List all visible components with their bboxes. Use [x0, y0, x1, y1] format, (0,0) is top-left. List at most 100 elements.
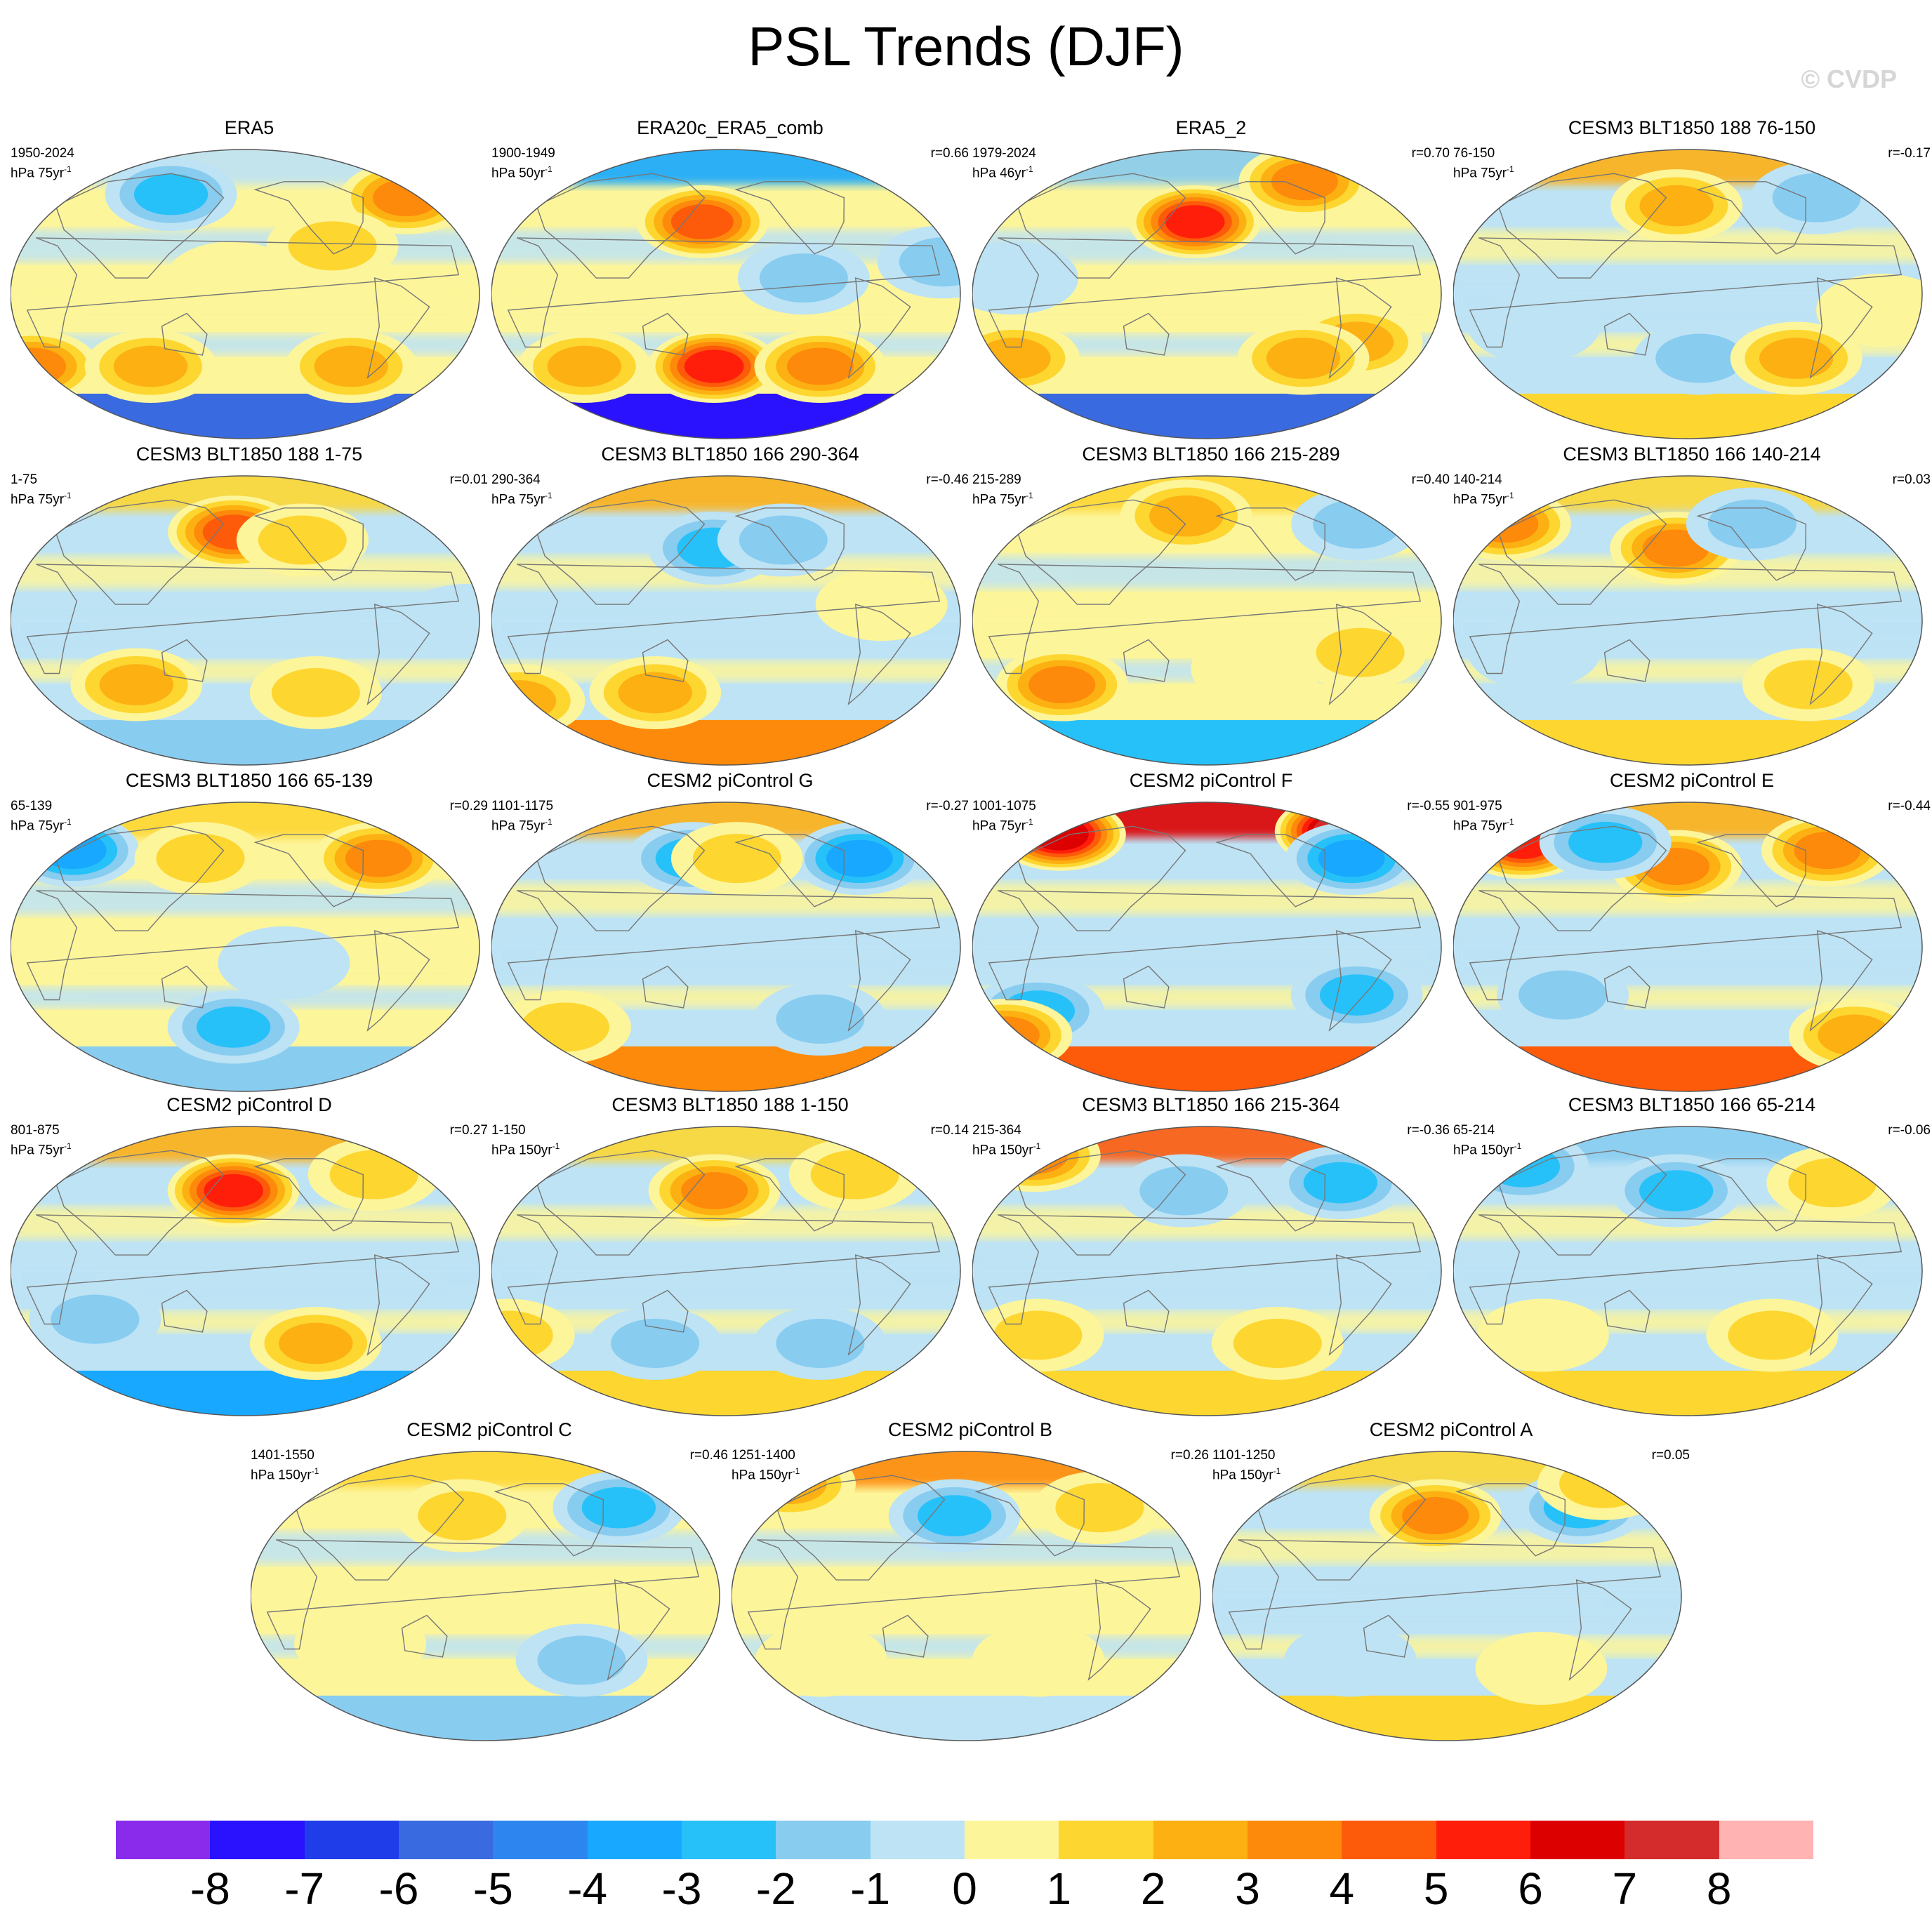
coastline: [55, 1150, 225, 1256]
panel-units: hPa 75yr-1: [11, 491, 72, 507]
colorbar-tick-label: 7: [1612, 1863, 1638, 1914]
panel-units: hPa 75yr-1: [491, 817, 553, 834]
anomaly-contour: [1316, 627, 1405, 677]
coastline: [1455, 1483, 1566, 1557]
panel-title: CESM3 BLT1850 188 1-75: [135, 444, 363, 465]
coastline: [988, 1214, 1422, 1325]
colorbar-swatch: [1247, 1821, 1342, 1859]
coastline: [253, 834, 364, 908]
map-outline: [972, 475, 1442, 766]
map-outline: [491, 149, 961, 439]
anomaly-contour: [1486, 1145, 1561, 1188]
panel-correlation: r=0.01: [449, 472, 488, 487]
coastline: [1123, 965, 1170, 1009]
colorbar-tick-label: -6: [378, 1863, 419, 1914]
north-polar-anomaly: [1453, 476, 1922, 512]
anomaly-contour: [329, 1150, 418, 1199]
south-polar-anomaly: [11, 393, 479, 439]
colorbar-tick-label: 1: [1046, 1863, 1072, 1914]
anomaly-contour: [1191, 632, 1323, 705]
map-svg: [491, 1126, 961, 1416]
map-panel: CESM3 BLT1850 166 140-214 140-214 hPa 75yr…: [1453, 444, 1931, 776]
colorbar-swatch: [1153, 1821, 1248, 1859]
anomaly-contour: [218, 926, 350, 999]
map-svg: [491, 475, 961, 766]
panel-units: hPa 75yr-1: [1453, 817, 1514, 834]
coastline: [366, 930, 430, 1032]
coastline: [161, 312, 208, 356]
coastline: [1017, 499, 1186, 605]
colorbar-swatch: [304, 1821, 399, 1859]
panel-correlation: r=-0.27: [926, 799, 969, 813]
south-polar-anomaly: [972, 393, 1441, 439]
south-polar-anomaly: [491, 719, 960, 765]
panel-correlation: r=0.66: [930, 146, 969, 161]
panel-title: ERA5_2: [1175, 117, 1247, 138]
map-outline: [491, 802, 961, 1092]
anomaly-contour: [759, 253, 848, 303]
colorbar-swatch: [1342, 1821, 1436, 1859]
anomaly-contour: [776, 995, 865, 1044]
anomaly-contour: [1402, 1497, 1469, 1535]
panel-units: hPa 150yr-1: [972, 1141, 1041, 1158]
map-panel: CESM2 piControl C 1401-1550 hPa 150yr-1 r=0…: [251, 1419, 728, 1751]
panel-title: ERA20c_ERA5_comb: [637, 117, 823, 138]
anomaly-contour: [196, 1006, 271, 1048]
anomaly-contour: [1303, 1162, 1378, 1204]
anomaly-contour: [826, 839, 893, 877]
colorbar-tick-label: 0: [952, 1863, 977, 1914]
coastline: [1809, 277, 1873, 379]
panel-correlation: r=0.26: [1170, 1448, 1209, 1463]
panel-units: hPa 75yr-1: [1453, 491, 1514, 507]
map-panel: CESM3 BLT1850 188 1-75 1-75 hPa 75yr-1 r=0.…: [11, 444, 488, 776]
anomaly-contour: [692, 834, 781, 884]
panel-period: 65-139: [11, 799, 53, 813]
panel-title: CESM3 BLT1850 166 140-214: [1563, 444, 1821, 465]
anomaly-contour: [1568, 821, 1643, 863]
panel-period: 801-875: [11, 1123, 60, 1138]
panel-correlation: r=0.03: [1892, 472, 1931, 487]
anomaly-contour: [1537, 1451, 1670, 1520]
anomaly-contour: [1149, 495, 1224, 537]
coastline: [1469, 1214, 1903, 1325]
coastline: [747, 1539, 1181, 1650]
coastline: [1469, 237, 1903, 348]
coastline: [26, 237, 460, 348]
coastline: [26, 564, 460, 674]
map-panel: ERA20c_ERA5_comb 1900-1949 hPa 50yr-1 r=0.6…: [491, 117, 969, 449]
anomaly-contour: [1233, 1319, 1322, 1368]
map-outline: [491, 1126, 961, 1416]
coastline: [161, 639, 208, 682]
anomaly-contour: [99, 664, 173, 705]
anomaly-contour: [776, 1319, 865, 1368]
map-panel: ERA5_2 1979-2024 hPa 46yr-1 r=0.70: [972, 117, 1450, 449]
panel-period: 1101-1175: [491, 799, 554, 813]
anomaly-contour: [1271, 163, 1338, 201]
coastline: [253, 507, 364, 581]
anomaly-contour: [917, 1495, 992, 1536]
zonal-band: [972, 556, 1441, 589]
colorbar-tick-label: -2: [755, 1863, 796, 1914]
coastline: [536, 173, 706, 279]
north-polar-anomaly: [11, 1126, 479, 1162]
coastline: [1017, 825, 1186, 931]
coastline: [401, 1614, 448, 1658]
coastline: [734, 834, 845, 908]
panel-units: hPa 150yr-1: [491, 1141, 560, 1158]
panel-period: 76-150: [1453, 146, 1495, 161]
panel-correlation: r=0.40: [1411, 472, 1450, 487]
zonal-band: [491, 938, 960, 971]
coastline: [1696, 834, 1807, 908]
anomaly-contour: [786, 347, 854, 385]
anomaly-contour: [1788, 1158, 1877, 1208]
map-panel: CESM3 BLT1850 188 76-150 76-150 hPa 75yr-1…: [1453, 117, 1931, 449]
panel-period: 1401-1550: [251, 1448, 315, 1463]
zonal-band: [491, 286, 960, 319]
colorbar-swatch: [587, 1821, 682, 1859]
colorbar-swatch: [1530, 1821, 1625, 1859]
map-panel: CESM2 piControl A 1101-1250 hPa 150yr-1 r=0…: [1212, 1419, 1690, 1751]
panel-units: hPa 75yr-1: [972, 491, 1033, 507]
map-outline: [11, 149, 480, 439]
coastline: [847, 277, 911, 379]
coastline: [507, 1214, 941, 1325]
